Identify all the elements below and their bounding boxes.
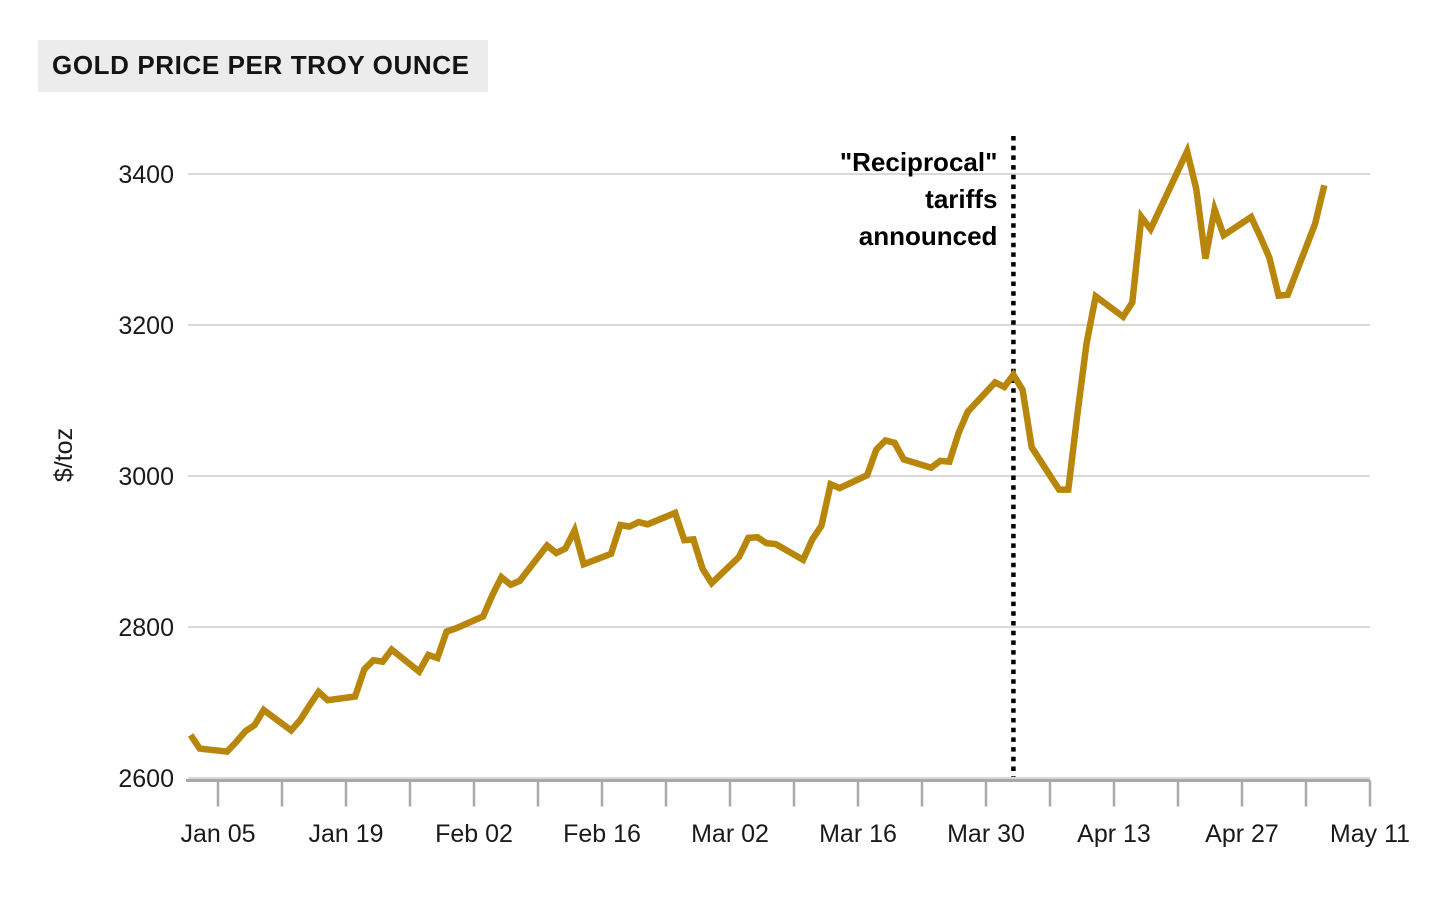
y-axis-tick-label: 3000 [118,463,174,491]
x-axis-tick-label: Mar 16 [819,820,897,848]
x-axis-tick-label: May 11 [1330,820,1410,848]
x-axis-tick-label: Mar 02 [691,820,769,848]
tariffs-annotation-text: "Reciprocal" [840,147,998,177]
tariffs-annotation-text: tariffs [925,184,997,214]
gold-price-series-line [187,141,1328,756]
x-axis-tick-label: Apr 13 [1077,820,1151,848]
x-axis-tick-label: Apr 27 [1205,820,1279,848]
x-axis-tick-label: Mar 30 [947,820,1025,848]
tariffs-annotation-text: announced [859,221,998,251]
y-axis-tick-label: 3200 [118,312,174,340]
chart-title: GOLD PRICE PER TROY OUNCE [38,40,488,92]
y-axis-tick-label: 2800 [118,614,174,642]
y-axis-title: $/toz [50,428,78,482]
x-axis-tick-label: Feb 02 [435,820,513,848]
x-axis-tick-label: Jan 19 [308,820,383,848]
y-axis-tick-label: 3400 [118,161,174,189]
x-axis-tick-label: Feb 16 [563,820,641,848]
x-axis-tick-label: Jan 05 [180,820,255,848]
y-axis-tick-label: 2600 [118,765,174,793]
